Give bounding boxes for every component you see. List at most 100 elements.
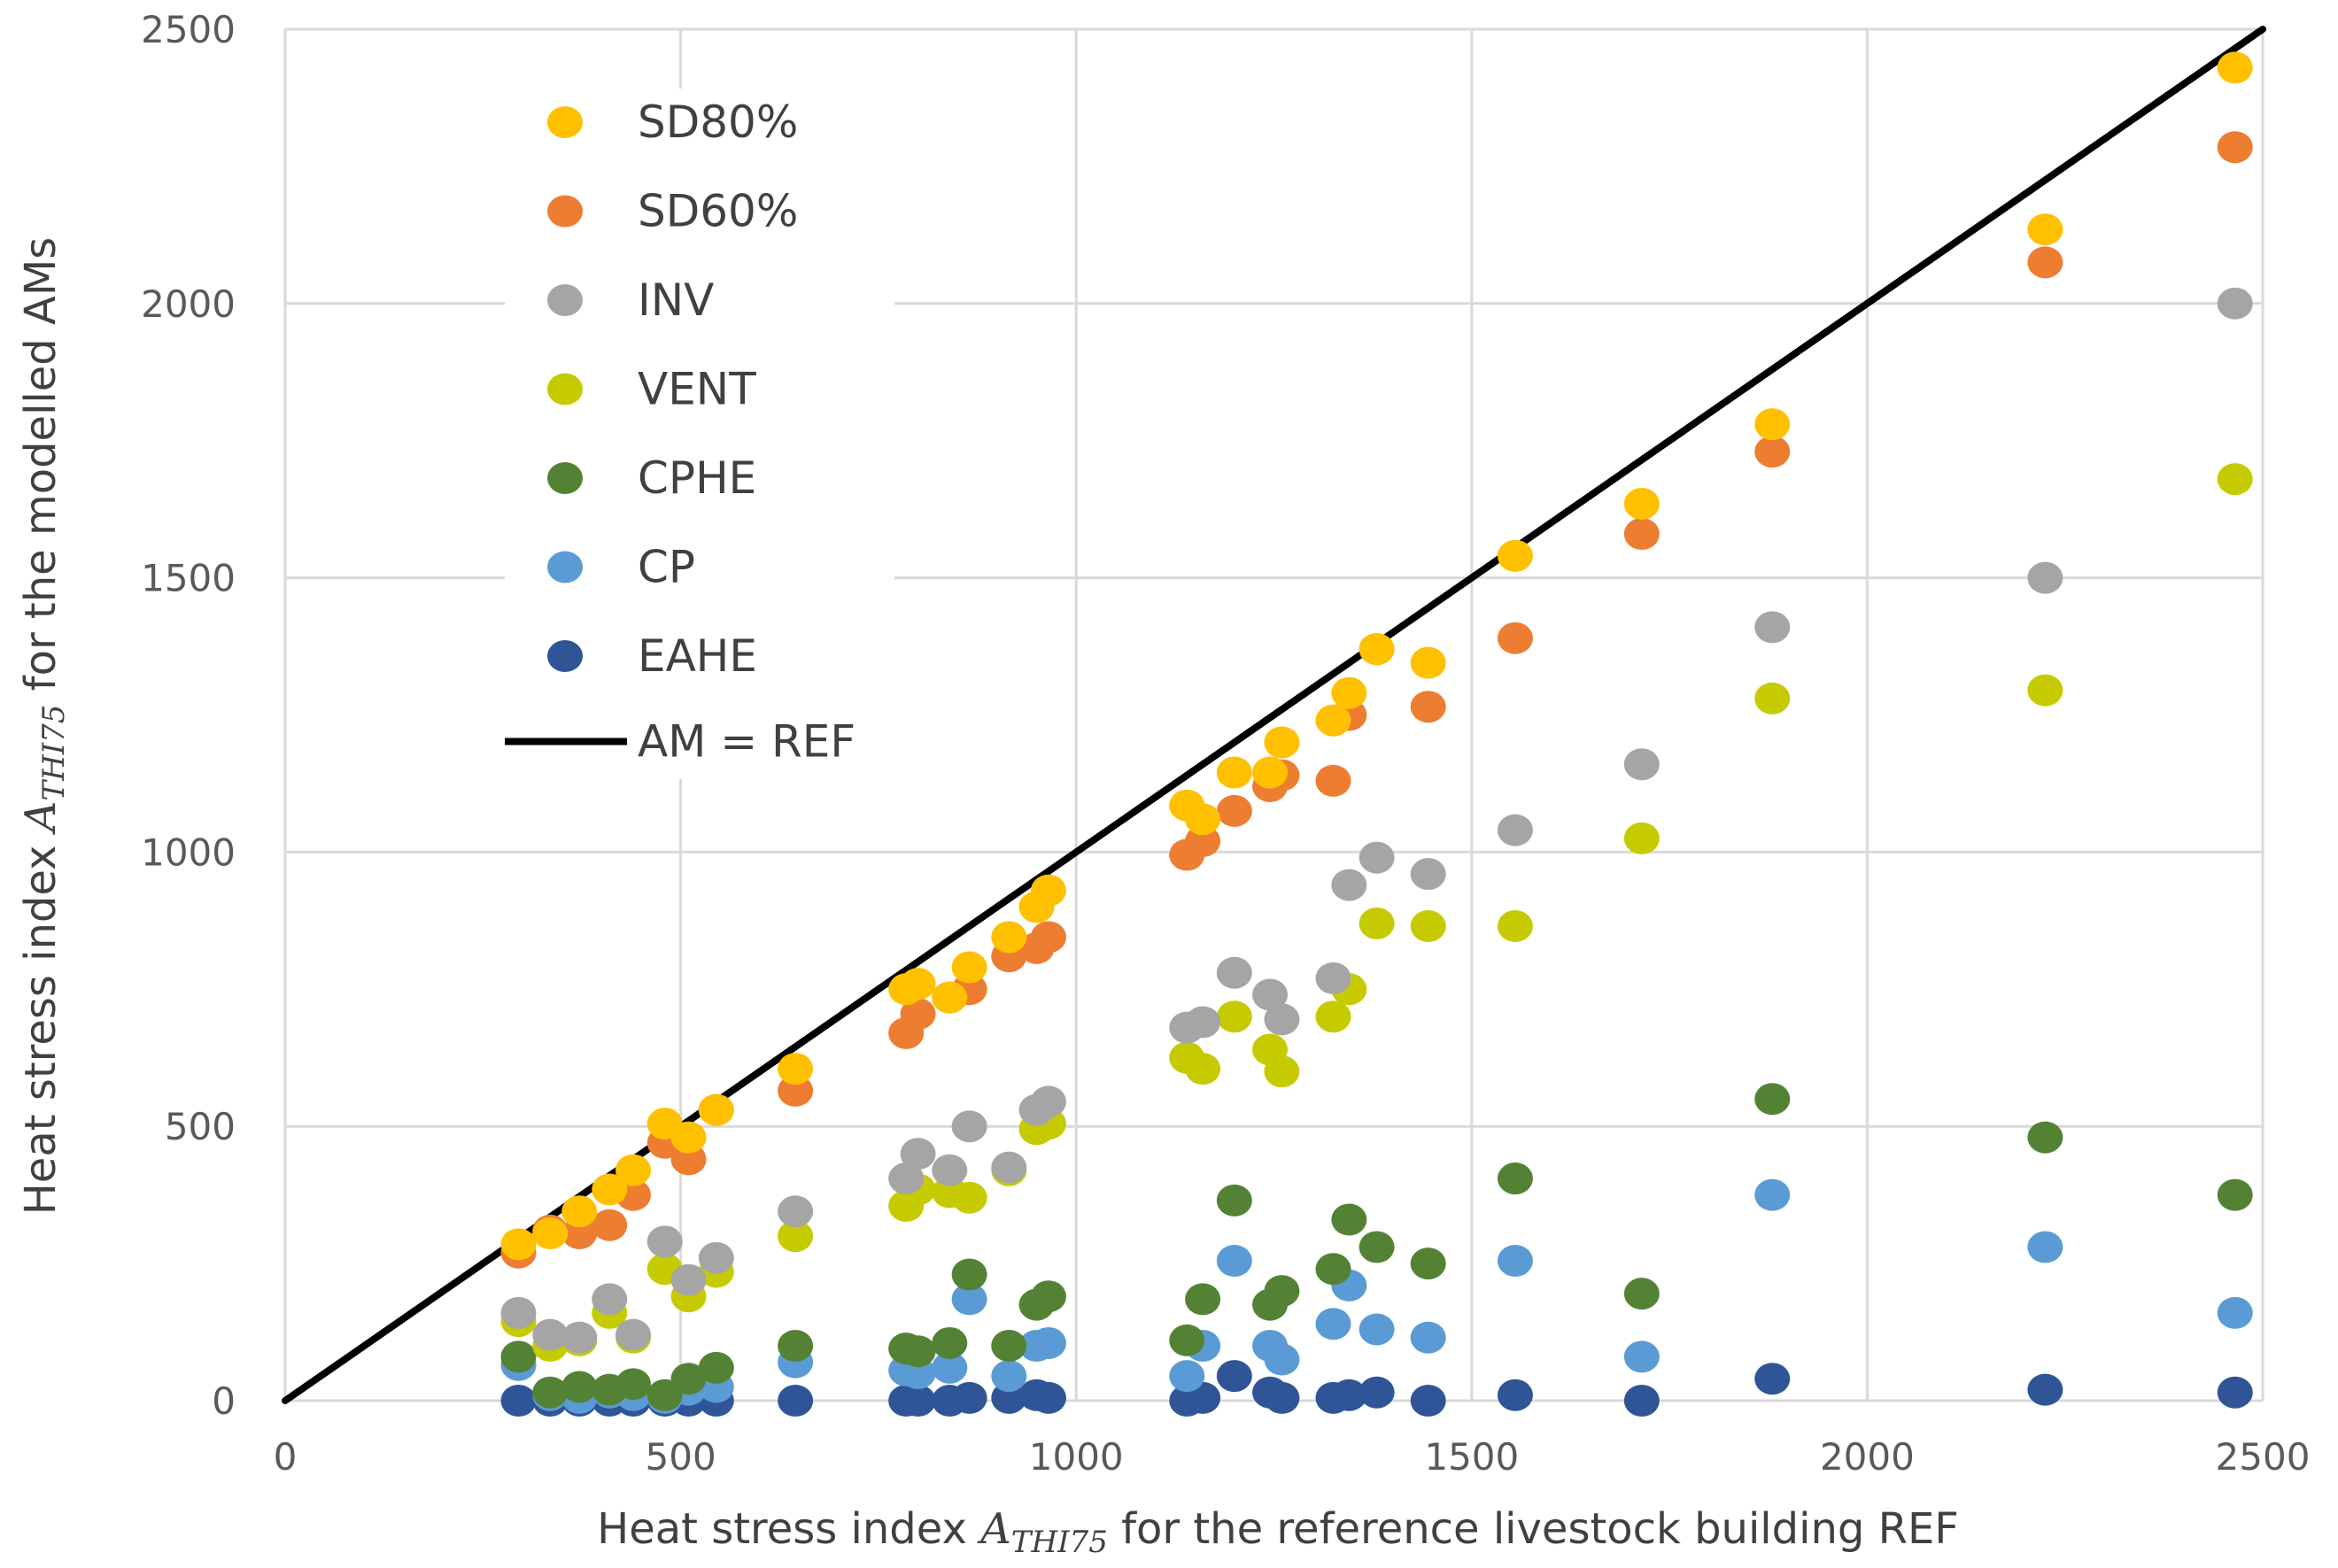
data-point: [615, 1368, 652, 1401]
x-tick-label: 0: [274, 1435, 298, 1479]
data-point: [1623, 1278, 1660, 1310]
data-point: [1359, 633, 1395, 666]
data-point: [1754, 436, 1791, 468]
data-point: [951, 1110, 987, 1143]
data-point: [1216, 794, 1252, 827]
data-point: [1497, 1245, 1533, 1278]
data-point: [1169, 1360, 1205, 1393]
series-sd80pct: [500, 51, 2253, 1261]
data-point: [1030, 1381, 1066, 1414]
legend-marker: [547, 195, 583, 228]
data-point: [778, 1220, 814, 1253]
data-point: [1497, 1379, 1533, 1411]
data-point: [698, 1241, 734, 1274]
data-point: [1497, 1162, 1533, 1195]
data-point: [1030, 874, 1066, 907]
data-point: [500, 1296, 537, 1329]
data-point: [991, 921, 1027, 954]
data-point: [500, 1385, 537, 1417]
data-point: [991, 1330, 1027, 1363]
data-point: [532, 1318, 569, 1351]
data-point: [888, 1162, 925, 1195]
data-point: [991, 1381, 1027, 1414]
data-point: [1754, 408, 1791, 441]
data-point: [1315, 1253, 1351, 1286]
data-point: [1216, 1360, 1252, 1393]
data-point: [951, 1181, 987, 1214]
data-point: [2027, 246, 2063, 279]
data-point: [2027, 1231, 2063, 1263]
data-point: [1359, 1376, 1395, 1409]
data-point: [2217, 1296, 2253, 1329]
data-point: [2027, 674, 2063, 707]
data-point: [778, 1195, 814, 1228]
y-tick-label: 1000: [141, 830, 236, 874]
data-point: [1264, 1275, 1300, 1308]
legend-label: CPHE: [638, 452, 756, 504]
data-point: [1623, 822, 1660, 854]
legend-marker: [547, 106, 583, 138]
data-point: [615, 1154, 652, 1186]
data-point: [1359, 1313, 1395, 1346]
data-point: [1623, 518, 1660, 551]
data-point: [1185, 1006, 1221, 1039]
data-point: [1030, 921, 1066, 954]
data-point: [1359, 841, 1395, 874]
data-point: [500, 1340, 537, 1373]
y-tick-label: 2500: [141, 8, 236, 51]
data-point: [1623, 487, 1660, 520]
data-point: [991, 1360, 1027, 1393]
data-point: [1331, 676, 1367, 709]
data-point: [698, 1093, 734, 1126]
data-point: [778, 1053, 814, 1085]
data-point: [932, 981, 968, 1014]
data-point: [900, 968, 936, 1000]
data-point: [951, 1283, 987, 1316]
data-point: [2217, 131, 2253, 164]
data-point: [1216, 1184, 1252, 1217]
data-point: [561, 1195, 598, 1228]
data-point: [1497, 622, 1533, 654]
y-axis-title-post: for the modelled AMs: [16, 237, 66, 705]
data-point: [1754, 611, 1791, 644]
x-tick-label: 500: [646, 1435, 716, 1479]
x-axis-title-symbol: A: [977, 1504, 1011, 1554]
data-point: [1497, 539, 1533, 572]
data-point: [561, 1217, 598, 1250]
data-point: [900, 1335, 936, 1368]
reference-line-group: [282, 26, 2266, 1404]
data-point: [900, 1138, 936, 1170]
data-point: [1410, 691, 1446, 723]
legend-label: AM = REF: [638, 716, 855, 768]
data-point: [1331, 869, 1367, 901]
data-point: [951, 951, 987, 984]
data-point: [2027, 1373, 2063, 1406]
data-point: [1410, 646, 1446, 679]
data-point: [1030, 1085, 1066, 1118]
data-points: [500, 51, 2253, 1417]
data-point: [1623, 748, 1660, 781]
legend-label: VENT: [638, 364, 756, 415]
x-tick-label: 2500: [2216, 1435, 2311, 1479]
y-axis-title: Heat stress index ATHI75 for the modelle…: [16, 237, 72, 1216]
data-point: [2217, 287, 2253, 320]
x-tick-label: 1000: [1029, 1435, 1124, 1479]
data-point: [1410, 1321, 1446, 1354]
data-point: [1623, 1340, 1660, 1373]
data-point: [1359, 907, 1395, 939]
x-axis-title-subscript: THI75: [1011, 1525, 1108, 1560]
data-point: [900, 1357, 936, 1390]
data-point: [951, 1381, 987, 1414]
legend-label: CP: [638, 542, 695, 593]
data-point: [1185, 803, 1221, 836]
data-point: [1216, 956, 1252, 989]
data-point: [2217, 463, 2253, 496]
x-axis-title-pre: Heat stress index: [597, 1504, 980, 1554]
legend-label: INV: [638, 274, 714, 326]
y-tick-label: 500: [165, 1105, 236, 1148]
legend: SD80% SD60% INV VENT CPHE CP EAHE AM = REF: [505, 89, 894, 779]
data-point: [1754, 1178, 1791, 1211]
data-point: [670, 1363, 707, 1395]
data-point: [1331, 1379, 1367, 1411]
data-point: [1315, 962, 1351, 994]
